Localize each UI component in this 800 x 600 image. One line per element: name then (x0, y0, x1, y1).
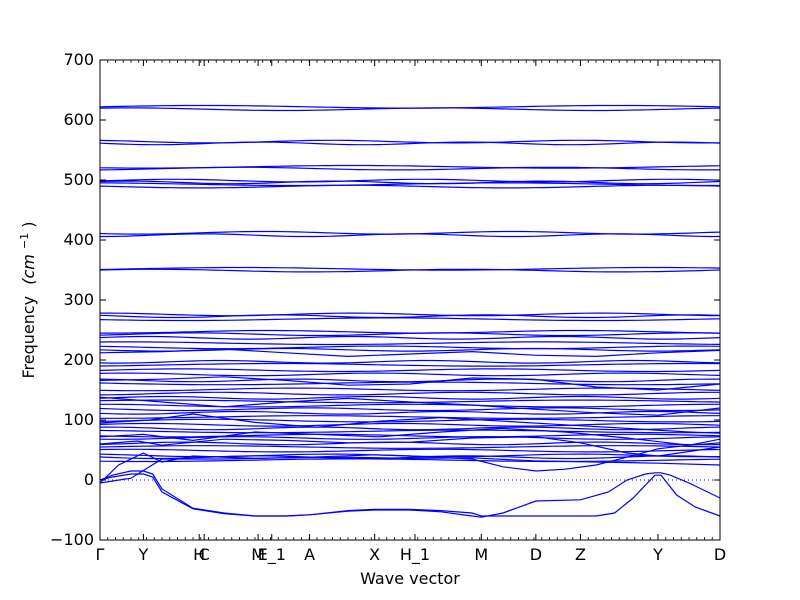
flat-band-16 (99, 317, 721, 322)
x-tick-label: Y (138, 545, 149, 564)
flat-band-42 (99, 436, 721, 440)
flat-band-5 (99, 166, 720, 171)
dispersive-band-5 (99, 427, 721, 446)
flat-band-27 (99, 378, 720, 383)
flat-band-3 (99, 141, 721, 146)
flat-band-48 (99, 458, 721, 463)
y-tick-label: 500 (63, 170, 94, 189)
flat-band-38 (99, 422, 721, 427)
flat-band-26 (99, 372, 721, 377)
x-tick-label: X (369, 545, 380, 564)
y-tick-label: −100 (50, 530, 94, 549)
flat-band-11 (100, 233, 720, 238)
flat-band-30 (99, 391, 720, 396)
x-tick-label: M (251, 545, 265, 564)
y-axis-label-text: Frequency (19, 296, 38, 379)
x-tick-label: M (474, 545, 488, 564)
x-tick-label: D (530, 545, 542, 564)
x-tick-label: A (304, 545, 315, 564)
dispersive-band-8 (99, 376, 721, 391)
x-tick-label: E_1 (258, 545, 286, 565)
flat-band-21 (99, 345, 721, 350)
flat-band-2 (99, 139, 721, 144)
flat-band-25 (99, 368, 721, 373)
flat-band-31 (99, 395, 721, 400)
y-axis-unit-exp: −1 (18, 233, 31, 249)
flat-band-7 (99, 180, 721, 185)
flat-band-1 (99, 107, 721, 112)
flat-band-34 (99, 407, 721, 412)
flat-band-19 (99, 335, 721, 340)
dispersive-band-4 (99, 436, 721, 457)
flat-band-28 (99, 381, 721, 386)
flat-band-9 (99, 184, 721, 189)
y-tick-label: 400 (63, 230, 94, 249)
dispersive-band-0 (99, 470, 721, 518)
x-tick-label: C (199, 545, 210, 564)
flat-band-6 (99, 178, 721, 183)
y-tick-label: 200 (63, 350, 94, 369)
flat-band-14 (100, 312, 721, 317)
bands-layer (99, 104, 721, 518)
dispersive-band-3 (99, 456, 721, 484)
flat-band-24 (99, 362, 721, 367)
y-axis-label: Frequency (cm −1 ) (13, 221, 38, 378)
y-tick-label: 100 (63, 410, 94, 429)
flat-band-33 (100, 403, 720, 408)
y-tick-label: 300 (63, 290, 94, 309)
flat-band-40 (99, 429, 721, 434)
flat-band-36 (100, 415, 720, 419)
flat-band-44 (99, 445, 721, 449)
plot-frame (99, 59, 721, 541)
flat-band-23 (99, 359, 721, 364)
x-axis-label: Wave vector (360, 569, 460, 588)
x-tick-label: Y (652, 545, 663, 564)
flat-band-47 (99, 455, 721, 460)
ticks-layer (99, 59, 721, 541)
y-axis-unit-open: (cm (19, 254, 38, 285)
flat-band-18 (99, 332, 721, 337)
flat-band-37 (99, 418, 721, 423)
flat-band-35 (99, 410, 721, 415)
x-tick-label: H_1 (400, 545, 430, 565)
x-tick-label: Γ (96, 545, 105, 564)
y-tick-label: 0 (84, 470, 94, 489)
x-tick-label: H (193, 545, 205, 564)
y-tick-label: 600 (63, 110, 94, 129)
x-tick-label: D (714, 545, 726, 564)
x-tick-label: Z (575, 545, 586, 564)
flat-band-13 (99, 268, 721, 273)
dispersive-band-9 (99, 348, 721, 358)
y-tick-labels: −100 0 100 200 300 400 500 600 700 (50, 50, 94, 549)
y-axis-unit-close: ) (19, 221, 38, 227)
flat-band-8 (100, 182, 720, 187)
flat-band-20 (99, 341, 721, 346)
y-tick-label: 700 (63, 50, 94, 69)
flat-band-39 (100, 426, 721, 431)
dispersive-band-6 (99, 413, 721, 434)
flat-band-45 (99, 448, 721, 453)
x-tick-labels: Γ Y HC ME_1 A X H_1 M D Z Y D (96, 545, 727, 565)
flat-band-15 (99, 314, 721, 319)
dispersive-band-1 (99, 473, 721, 517)
dispersive-band-7 (99, 396, 721, 416)
